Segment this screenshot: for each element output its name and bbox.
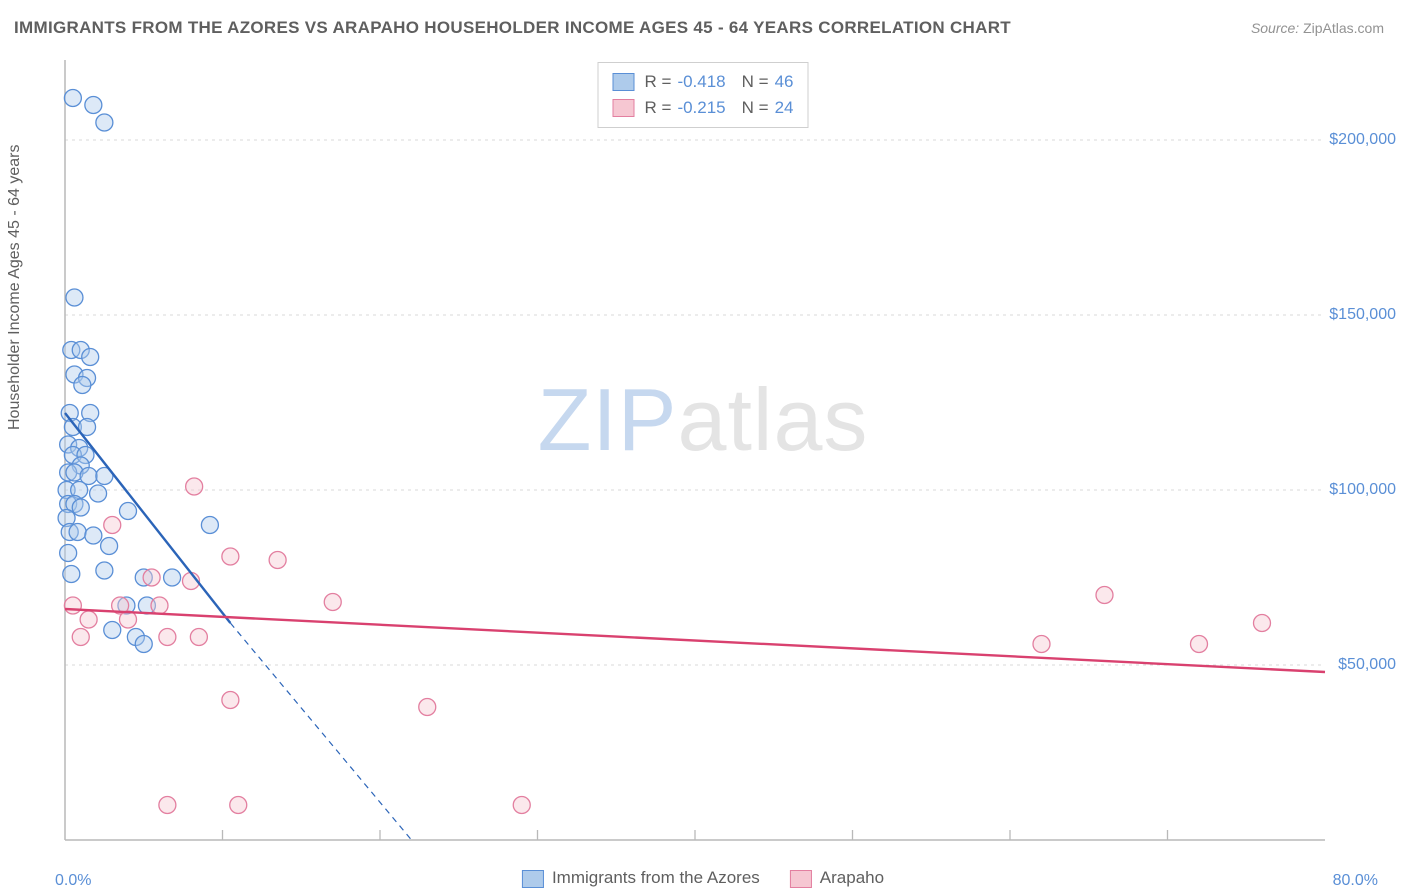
legend-r-label: R =: [645, 98, 672, 118]
legend-label-arapaho: Arapaho: [820, 868, 884, 887]
legend-swatch-arapaho: [613, 99, 635, 117]
legend-row-arapaho: R = -0.215 N = 24: [613, 95, 794, 121]
legend-item-arapaho: Arapaho: [790, 868, 884, 888]
legend-r-label: R =: [645, 72, 672, 92]
legend-n-value: 46: [775, 72, 794, 92]
legend-swatch-arapaho: [790, 870, 812, 888]
legend-n-value: 24: [775, 98, 794, 118]
legend-swatch-azores: [522, 870, 544, 888]
legend-n-label: N =: [742, 98, 769, 118]
legend-swatch-azores: [613, 73, 635, 91]
source-label: Source:: [1251, 20, 1299, 36]
scatter-plot: [55, 60, 1385, 850]
y-axis-label: Householder Income Ages 45 - 64 years: [6, 145, 24, 431]
chart-title: IMMIGRANTS FROM THE AZORES VS ARAPAHO HO…: [14, 18, 1011, 38]
legend-r-value: -0.418: [677, 72, 725, 92]
legend-r-value: -0.215: [677, 98, 725, 118]
source-value: ZipAtlas.com: [1303, 20, 1384, 36]
correlation-legend: R = -0.418 N = 46 R = -0.215 N = 24: [598, 62, 809, 128]
legend-row-azores: R = -0.418 N = 46: [613, 69, 794, 95]
x-axis-tick-min: 0.0%: [55, 872, 91, 890]
series-legend: Immigrants from the Azores Arapaho: [522, 868, 884, 888]
legend-n-label: N =: [742, 72, 769, 92]
x-axis-tick-max: 80.0%: [1333, 872, 1378, 890]
legend-item-azores: Immigrants from the Azores: [522, 868, 760, 888]
legend-label-azores: Immigrants from the Azores: [552, 868, 760, 887]
source-attribution: Source: ZipAtlas.com: [1251, 20, 1384, 36]
